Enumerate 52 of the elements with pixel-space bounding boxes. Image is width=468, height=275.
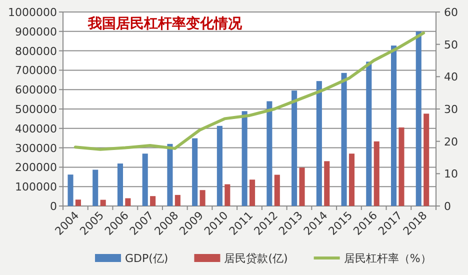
bar bbox=[242, 111, 248, 206]
bar bbox=[68, 174, 74, 206]
y2-tick-label: 30 bbox=[444, 103, 458, 116]
bar bbox=[416, 31, 422, 206]
y2-tick-label: 10 bbox=[444, 168, 458, 181]
bar bbox=[324, 161, 330, 206]
bar bbox=[316, 81, 322, 206]
bar bbox=[292, 90, 298, 206]
y2-tick-label: 50 bbox=[444, 38, 458, 52]
bar bbox=[92, 170, 98, 206]
y-tick-label: 1000000 bbox=[8, 6, 57, 19]
y-tick-label: 300000 bbox=[15, 142, 57, 155]
y-tick-label: 200000 bbox=[15, 161, 57, 174]
y-tick-label: 500000 bbox=[15, 103, 57, 116]
legend-label: GDP(亿) bbox=[125, 252, 168, 265]
bar bbox=[100, 200, 106, 206]
bar bbox=[424, 114, 430, 206]
y2-tick-label: 0 bbox=[444, 200, 451, 213]
bar bbox=[266, 101, 272, 206]
bar bbox=[390, 46, 397, 206]
bar bbox=[75, 200, 81, 206]
bar bbox=[117, 164, 124, 206]
bar bbox=[341, 72, 347, 206]
bar bbox=[150, 196, 156, 206]
y-tick-label: 600000 bbox=[15, 84, 57, 97]
bar bbox=[374, 141, 380, 206]
bar bbox=[224, 184, 230, 206]
bar bbox=[200, 190, 206, 206]
bar bbox=[142, 154, 148, 206]
y2-tick-label: 40 bbox=[444, 70, 458, 84]
y2-tick-label: 20 bbox=[444, 135, 458, 148]
bar bbox=[125, 198, 131, 206]
y-tick-label: 800000 bbox=[15, 44, 57, 58]
bar bbox=[299, 168, 305, 206]
bar bbox=[348, 154, 355, 206]
y-tick-label: 900000 bbox=[15, 25, 57, 38]
bar bbox=[274, 174, 280, 206]
y-tick-label: 700000 bbox=[15, 64, 57, 78]
y-tick-label: 100000 bbox=[15, 180, 57, 194]
chart-title: 我国居民杠杆率变化情况 bbox=[87, 15, 243, 32]
bar bbox=[398, 127, 404, 206]
y-tick-label: 0 bbox=[50, 200, 57, 213]
y2-tick-label: 60 bbox=[444, 6, 458, 19]
y-tick-label: 400000 bbox=[15, 122, 57, 136]
legend-label: 居民杠杆率（%） bbox=[344, 252, 432, 265]
bar bbox=[192, 138, 198, 206]
legend-label: 居民贷款(亿) bbox=[224, 252, 288, 265]
bar bbox=[216, 126, 222, 206]
bar bbox=[174, 194, 180, 206]
bar bbox=[167, 144, 173, 206]
bar bbox=[366, 62, 372, 206]
bar bbox=[250, 180, 256, 206]
